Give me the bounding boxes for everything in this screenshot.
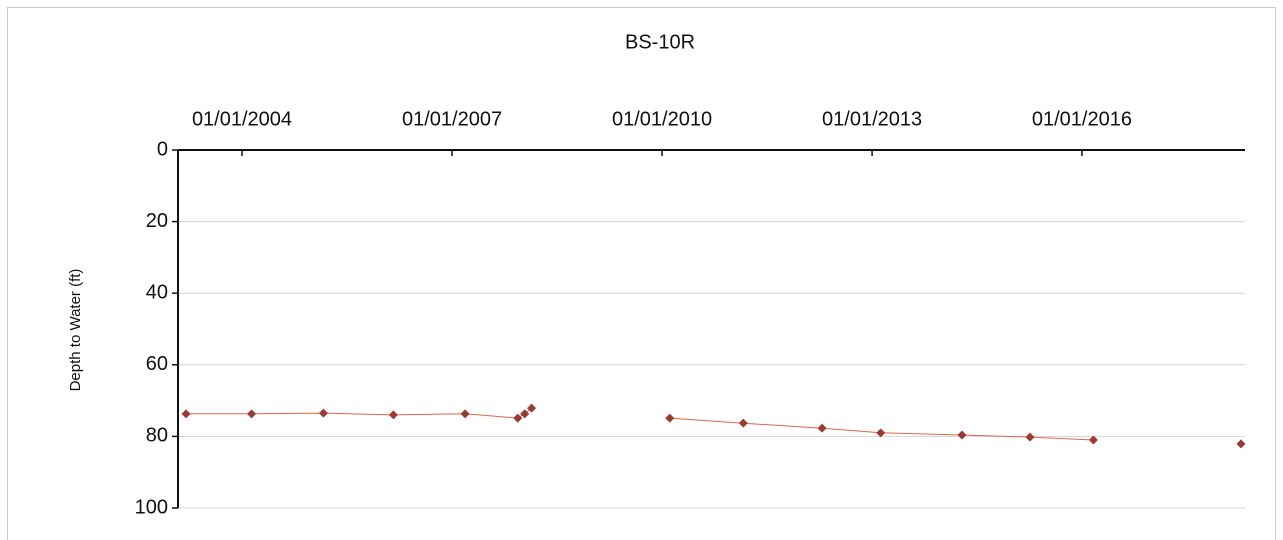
data-point — [513, 413, 523, 423]
data-point — [388, 410, 398, 420]
data-point — [247, 409, 257, 419]
data-point — [520, 409, 530, 419]
data-point — [1025, 432, 1035, 442]
frame — [7, 7, 1276, 540]
data-point — [1236, 439, 1246, 449]
y-tick-label: 60 — [146, 353, 168, 375]
y-tick-label: 80 — [146, 425, 168, 447]
data-point — [181, 409, 191, 419]
x-tick-label: 01/01/2010 — [612, 108, 712, 130]
data-point — [665, 413, 675, 423]
data-point — [527, 403, 537, 413]
y-tick-label: 0 — [157, 138, 168, 160]
data-point — [817, 423, 827, 433]
y-tick-label: 20 — [146, 210, 168, 232]
data-point — [738, 418, 748, 428]
x-tick-label: 01/01/2004 — [192, 108, 292, 130]
data-point — [460, 409, 470, 419]
data-point — [957, 430, 967, 440]
chart-title: BS-10R — [625, 31, 695, 53]
y-axis-label: Depth to Water (ft) — [67, 269, 84, 392]
x-tick-label: 01/01/2016 — [1032, 108, 1132, 130]
x-tick-label: 01/01/2013 — [822, 108, 922, 130]
x-tick-label: 01/01/2007 — [402, 108, 502, 130]
data-point — [1088, 435, 1098, 445]
data-point — [876, 428, 886, 438]
y-tick-label: 100 — [135, 496, 168, 518]
data-point — [318, 408, 328, 418]
y-tick-label: 40 — [146, 281, 168, 303]
